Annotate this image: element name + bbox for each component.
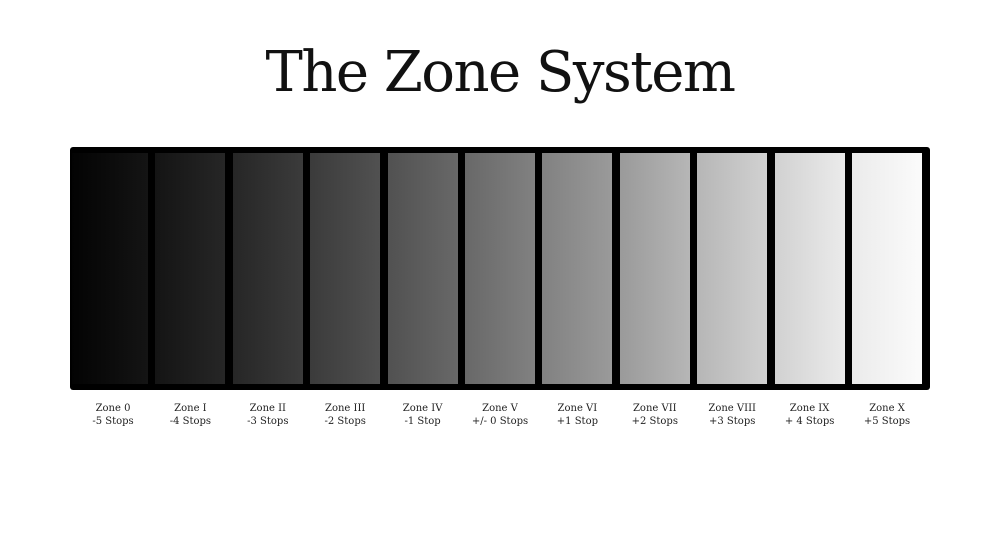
zone-swatch [619, 153, 690, 384]
zone-stops: -2 Stops [324, 416, 366, 427]
zone-label: Zone III -2 Stops [300, 402, 390, 428]
zone-swatch [387, 153, 458, 384]
zone-swatch [697, 153, 768, 384]
zone-stops: +5 Stops [863, 416, 911, 427]
zone-swatch [155, 153, 226, 384]
zone-label: Zone VI +1 Stop [532, 402, 622, 428]
zone-name: Zone X [869, 403, 905, 414]
zone-stops: -3 Stops [247, 416, 289, 427]
zone-strip [70, 147, 930, 390]
zone-name: Zone VIII [708, 403, 756, 414]
zone-label: Zone II -3 Stops [223, 402, 313, 428]
diagram-title: The Zone System [265, 40, 736, 105]
zone-stops: -1 Stop [404, 416, 441, 427]
zone-stops: +3 Stops [709, 416, 756, 427]
zone-label: Zone VIII +3 Stops [687, 402, 777, 428]
zone-name: Zone II [249, 403, 286, 414]
zone-swatch [72, 153, 148, 384]
zone-name: Zone IX [789, 403, 830, 414]
zone-stops: -5 Stops [92, 416, 134, 427]
zone-swatch [774, 153, 845, 384]
zone-label: Zone X +5 Stops [842, 402, 932, 428]
zone-labels: Zone 0 -5 Stops Zone I -4 Stops Zone II -3 St… [0, 402, 1000, 442]
zone-label: Zone IV -1 Stop [378, 402, 468, 428]
zone-stops: -4 Stops [169, 416, 212, 427]
zone-swatch [232, 153, 303, 384]
zone-name: Zone V [482, 403, 518, 414]
zone-swatch [542, 153, 613, 384]
zone-label: Zone V +/- 0 Stops [455, 402, 545, 428]
zone-swatch [310, 153, 381, 384]
zone-name: Zone VI [557, 403, 598, 414]
zone-name: Zone III [325, 403, 366, 414]
zone-name: Zone 0 [95, 403, 131, 414]
zone-name: Zone IV [402, 403, 443, 414]
zone-swatch [852, 153, 922, 384]
zone-name: Zone I [174, 403, 207, 414]
zone-label: Zone I -4 Stops [145, 402, 235, 428]
zone-swatch [465, 153, 535, 384]
zone-name: Zone VII [632, 403, 677, 414]
zone-label: Zone VII +2 Stops [610, 402, 700, 428]
zone-stops: +1 Stop [556, 416, 598, 427]
zone-stops: + 4 Stops [784, 416, 835, 427]
zone-label: Zone 0 -5 Stops [68, 402, 158, 428]
zone-stops: +/- 0 Stops [471, 416, 529, 427]
zone-stops: +2 Stops [631, 416, 678, 427]
zone-label: Zone IX + 4 Stops [765, 402, 855, 428]
